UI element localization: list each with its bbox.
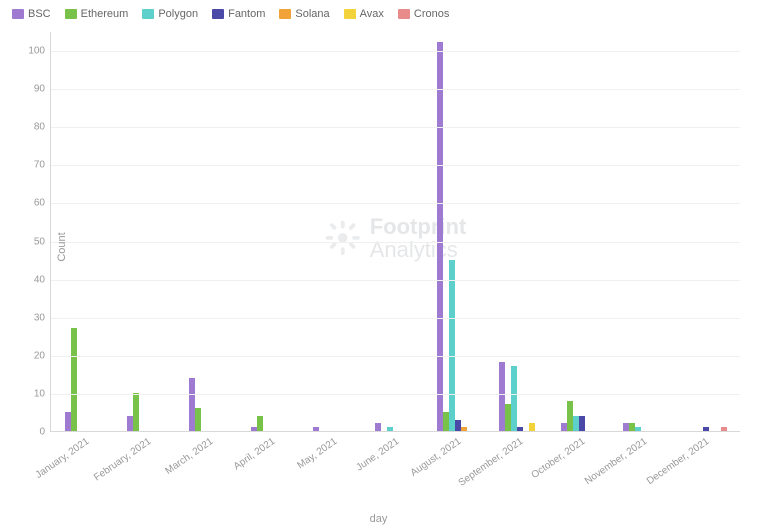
legend-item-avax[interactable]: Avax	[344, 8, 384, 20]
x-tick-label: November, 2021	[583, 436, 649, 487]
bar[interactable]	[511, 366, 517, 431]
y-tick-label: 60	[34, 198, 51, 209]
grid-line	[51, 203, 740, 204]
chart-legend: BSC Ethereum Polygon Fantom Solana Avax Cronos	[0, 0, 757, 28]
y-tick-label: 30	[34, 312, 51, 323]
x-tick-label: October, 2021	[530, 436, 588, 481]
legend-swatch-icon	[12, 9, 24, 19]
grid-line	[51, 89, 740, 90]
legend-swatch-icon	[398, 9, 410, 19]
legend-item-fantom[interactable]: Fantom	[212, 8, 265, 20]
legend-label: Solana	[295, 8, 329, 20]
y-tick-label: 80	[34, 122, 51, 133]
x-tick-label: March, 2021	[163, 436, 215, 477]
legend-item-cronos[interactable]: Cronos	[398, 8, 449, 20]
legend-swatch-icon	[279, 9, 291, 19]
x-tick-label: January, 2021	[34, 436, 92, 481]
bar[interactable]	[517, 427, 523, 431]
bars-layer	[51, 32, 740, 431]
bar[interactable]	[375, 423, 381, 431]
bar[interactable]	[449, 260, 455, 431]
x-tick-label: April, 2021	[232, 436, 277, 472]
y-tick-label: 50	[34, 236, 51, 247]
legend-label: Cronos	[414, 8, 449, 20]
legend-item-bsc[interactable]: BSC	[12, 8, 51, 20]
y-axis-label: Count	[56, 232, 68, 261]
legend-label: Avax	[360, 8, 384, 20]
grid-line	[51, 394, 740, 395]
bar[interactable]	[437, 42, 443, 431]
y-tick-label: 10	[34, 388, 51, 399]
bar[interactable]	[703, 427, 709, 431]
legend-label: Ethereum	[81, 8, 129, 20]
bar[interactable]	[461, 427, 467, 431]
x-tick-label: June, 2021	[354, 436, 401, 473]
bar[interactable]	[133, 393, 139, 431]
x-tick-label: August, 2021	[409, 436, 464, 479]
grid-line	[51, 318, 740, 319]
x-tick-label: December, 2021	[645, 436, 711, 487]
bar[interactable]	[579, 416, 585, 431]
bar[interactable]	[387, 427, 393, 431]
legend-label: BSC	[28, 8, 51, 20]
bar[interactable]	[721, 427, 727, 431]
bar[interactable]	[257, 416, 263, 431]
legend-label: Fantom	[228, 8, 265, 20]
legend-item-solana[interactable]: Solana	[279, 8, 329, 20]
bar[interactable]	[195, 408, 201, 431]
chart-area: Footprint Analytics 01020304050607080901…	[50, 32, 740, 462]
y-tick-label: 70	[34, 160, 51, 171]
x-tick-label: September, 2021	[457, 436, 526, 489]
y-tick-label: 100	[28, 46, 51, 57]
grid-line	[51, 356, 740, 357]
legend-swatch-icon	[344, 9, 356, 19]
grid-line	[51, 165, 740, 166]
y-tick-label: 0	[39, 427, 51, 438]
grid-line	[51, 51, 740, 52]
legend-swatch-icon	[65, 9, 77, 19]
x-tick-label: May, 2021	[295, 436, 339, 471]
legend-item-polygon[interactable]: Polygon	[142, 8, 198, 20]
legend-swatch-icon	[212, 9, 224, 19]
plot-area: 0102030405060708090100	[50, 32, 740, 432]
bar[interactable]	[529, 423, 535, 431]
grid-line	[51, 242, 740, 243]
legend-label: Polygon	[158, 8, 198, 20]
grid-line	[51, 280, 740, 281]
x-tick-label: February, 2021	[92, 436, 153, 483]
y-tick-label: 40	[34, 274, 51, 285]
x-axis-label: day	[370, 513, 388, 525]
bar[interactable]	[313, 427, 319, 431]
bar[interactable]	[635, 427, 641, 431]
grid-line	[51, 127, 740, 128]
y-tick-label: 90	[34, 84, 51, 95]
legend-swatch-icon	[142, 9, 154, 19]
bar[interactable]	[71, 328, 77, 431]
y-tick-label: 20	[34, 350, 51, 361]
legend-item-ethereum[interactable]: Ethereum	[65, 8, 129, 20]
